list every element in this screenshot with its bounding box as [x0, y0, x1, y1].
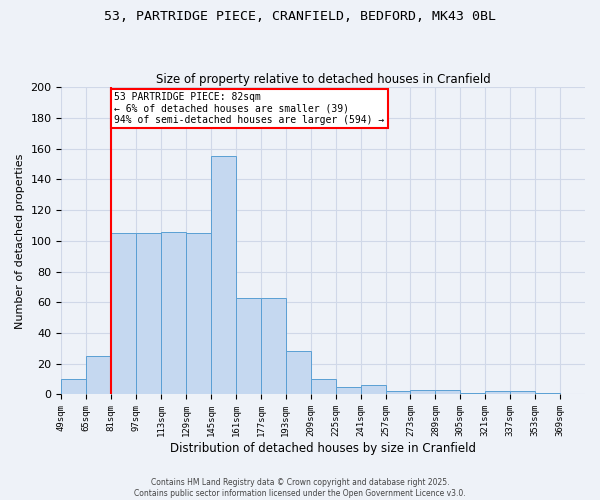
Bar [261, 298, 286, 394]
Bar [311, 379, 335, 394]
Bar [136, 233, 161, 394]
Bar [386, 392, 410, 394]
Text: 53, PARTRIDGE PIECE, CRANFIELD, BEDFORD, MK43 0BL: 53, PARTRIDGE PIECE, CRANFIELD, BEDFORD,… [104, 10, 496, 23]
Bar [86, 356, 111, 395]
Bar [436, 390, 460, 394]
Text: 53 PARTRIDGE PIECE: 82sqm
← 6% of detached houses are smaller (39)
94% of semi-d: 53 PARTRIDGE PIECE: 82sqm ← 6% of detach… [115, 92, 385, 125]
Bar [186, 233, 211, 394]
Text: Contains HM Land Registry data © Crown copyright and database right 2025.
Contai: Contains HM Land Registry data © Crown c… [134, 478, 466, 498]
X-axis label: Distribution of detached houses by size in Cranfield: Distribution of detached houses by size … [170, 442, 476, 455]
Bar [236, 298, 261, 394]
Bar [211, 156, 236, 394]
Bar [335, 387, 361, 394]
Bar [286, 352, 311, 395]
Bar [510, 392, 535, 394]
Title: Size of property relative to detached houses in Cranfield: Size of property relative to detached ho… [156, 73, 491, 86]
Bar [535, 393, 560, 394]
Bar [485, 392, 510, 394]
Bar [61, 379, 86, 394]
Bar [361, 386, 386, 394]
Bar [410, 390, 436, 394]
Bar [111, 233, 136, 394]
Bar [161, 232, 186, 394]
Bar [460, 393, 485, 394]
Y-axis label: Number of detached properties: Number of detached properties [15, 153, 25, 328]
